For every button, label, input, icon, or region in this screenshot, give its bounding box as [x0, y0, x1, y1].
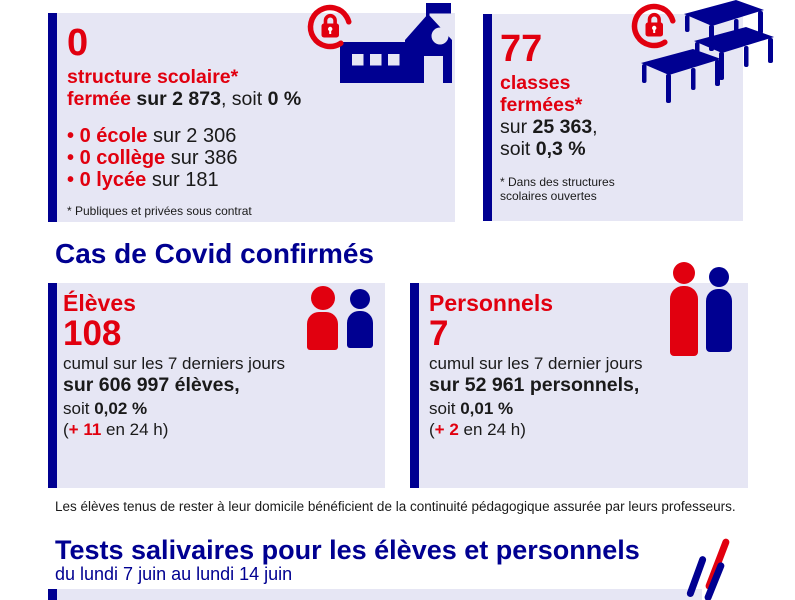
structures-title-line2: fermée sur 2 873, soit 0 % [67, 87, 302, 110]
tests-section-heading: Tests salivaires pour les élèves et pers… [55, 535, 640, 565]
person-body [670, 286, 698, 356]
school-building-icon [340, 3, 452, 83]
eleves-count: 108 [63, 314, 122, 354]
personnels-period-line: cumul sur les 7 dernier jours [429, 354, 643, 374]
eleves-period-line: cumul sur les 7 derniers jours [63, 354, 286, 374]
structures-breakdown-list: 0 école sur 2 306 0 collège sur 386 0 ly… [67, 125, 447, 191]
classes-title-line2: fermées* [500, 93, 583, 116]
personnels-card-title: Personnels [429, 290, 553, 316]
person-head [310, 286, 335, 310]
eleves-card: Élèves 108 cumul sur les 7 derniers jour… [48, 283, 385, 488]
classes-title-line1: classes [500, 71, 571, 94]
eleves-delta-line: (+ 11 en 24 h) [63, 419, 169, 439]
continuity-note: Les élèves tenus de rester à leur domici… [55, 499, 736, 514]
person-head [673, 262, 695, 284]
lock-icon [629, 2, 679, 50]
eleves-total-line: sur 606 997 élèves, [63, 374, 240, 397]
person-head [709, 267, 729, 287]
personnels-delta-line: (+ 2 en 24 h) [429, 419, 526, 439]
staff-people-icon [670, 262, 698, 356]
list-item: 0 école sur 2 306 [67, 125, 447, 147]
classes-count: 77 [500, 28, 543, 70]
person-body [706, 289, 732, 352]
structures-count: 0 [67, 22, 89, 64]
covid-section-heading: Cas de Covid confirmés [55, 238, 374, 269]
classes-total-line: sur 25 363, [500, 115, 598, 138]
personnels-percent-line: soit 0,01 % [429, 398, 514, 418]
structures-footnote: * Publiques et privées sous contrat [67, 203, 252, 218]
eleves-card-title: Élèves [63, 290, 136, 316]
students-people-icon [307, 286, 338, 350]
staff-people-icon [706, 267, 732, 352]
person-head [350, 289, 370, 309]
tests-section-dates: du lundi 7 juin au lundi 14 juin [55, 564, 293, 584]
person-body [347, 311, 373, 348]
classes-card: 77 classes fermées* sur 25 363, soit 0,3… [483, 14, 743, 221]
lock-icon [305, 3, 355, 51]
structures-title-line1: structure scolaire* [67, 65, 239, 88]
list-item: 0 collège sur 386 [67, 147, 447, 169]
students-people-icon [347, 289, 373, 348]
classes-percent-line: soit 0,3 % [500, 137, 586, 160]
next-card-strip [48, 589, 702, 600]
classes-footnote: * Dans des structures scolaires ouvertes [500, 174, 615, 204]
person-body [307, 312, 338, 350]
list-item: 0 lycée sur 181 [67, 169, 447, 191]
personnels-count: 7 [429, 314, 449, 354]
personnels-total-line: sur 52 961 personnels, [429, 374, 640, 397]
school-desks-icon [641, 0, 774, 103]
eleves-percent-line: soit 0,02 % [63, 398, 148, 418]
